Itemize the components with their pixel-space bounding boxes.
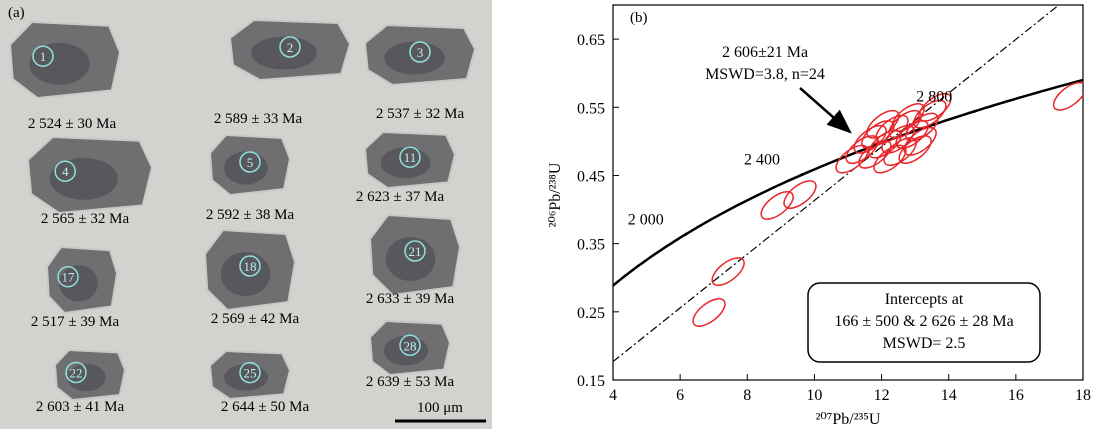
x-tick-label: 6 [676, 387, 684, 404]
annotation: 2 606±21 Ma [722, 44, 808, 61]
spot-marker [239, 361, 261, 384]
grain-age: 2 569 ± 42 Ma [211, 311, 300, 327]
y-axis-label: ²⁰⁶Pb/²³⁸U [547, 162, 564, 227]
spot-id: 25 [244, 366, 257, 381]
grain-age: 2 623 ± 37 Ma [356, 189, 445, 205]
error-ellipse [711, 257, 745, 287]
concordia-tick-label: 2 400 [744, 152, 780, 169]
spot-id: 22 [70, 366, 83, 381]
grain-age: 2 524 ± 30 Ma [28, 116, 117, 132]
error-ellipse [835, 144, 869, 174]
spot-marker [404, 240, 426, 262]
x-tick-label: 16 [1008, 387, 1024, 404]
intercept-text: Intercepts at [885, 291, 964, 308]
grain-age: 2 537 ± 32 Ma [376, 106, 465, 122]
concordia-tick [800, 173, 804, 177]
error-ellipse [866, 109, 900, 139]
spot-id: 2 [287, 40, 294, 55]
error-ellipse [760, 191, 794, 220]
intercept-text: 166 ± 500 & 2 626 ± 28 Ma [834, 313, 1013, 330]
y-tick-label: 0.25 [577, 305, 605, 322]
x-axis-label: ²⁰⁷Pb/²³⁵U [816, 411, 881, 428]
arrow [799, 87, 852, 134]
zircon-core [224, 364, 268, 391]
spot-marker [239, 255, 261, 277]
spot-id: 11 [404, 150, 417, 165]
error-ellipse [1052, 81, 1083, 111]
zircon-core [29, 42, 90, 85]
zircon-core [384, 335, 428, 366]
intercept-text: MSWD= 2.5 [883, 335, 966, 352]
zircon-core [251, 36, 317, 70]
grain-age: 2 565 ± 32 Ma [41, 211, 130, 227]
x-tick-label: 12 [874, 387, 890, 404]
error-ellipse [891, 103, 925, 132]
spot-marker [32, 45, 54, 67]
zircon-core [224, 151, 268, 185]
scale-bar-label: 100 μm [417, 400, 463, 416]
spot-id: 1 [40, 49, 47, 64]
spot-id: 17 [62, 270, 76, 285]
grain-age: 2 639 ± 53 Ma [366, 374, 455, 390]
spot-marker [409, 41, 431, 63]
annotation: MSWD=3.8, n=24 [705, 66, 825, 83]
spot-marker [54, 160, 76, 182]
y-tick-label: 0.45 [577, 168, 605, 185]
y-tick-label: 0.35 [577, 237, 605, 254]
concordia-tick-label: 2 800 [916, 88, 952, 105]
error-ellipse [903, 126, 937, 156]
spot-id: 4 [62, 164, 69, 179]
intercept-box [807, 282, 1041, 363]
concordia-curve [613, 78, 1083, 288]
zircon-core [384, 41, 445, 75]
error-ellipse [875, 114, 909, 144]
spot-id: 5 [247, 155, 254, 170]
spot-marker [239, 151, 261, 173]
concordia-tick [972, 109, 976, 113]
spot-id: 28 [404, 338, 417, 353]
spot-marker [65, 361, 87, 384]
panel-label: (b) [630, 10, 648, 26]
concordia-tick [684, 232, 688, 236]
plot-area [613, 5, 1083, 363]
concordia-tick-label: 2 000 [628, 211, 664, 228]
spot-marker [57, 265, 79, 288]
grain-age: 2 633 ± 39 Ma [366, 291, 455, 307]
spot-marker [279, 36, 301, 58]
grain-age: 2 589 ± 33 Ma [214, 111, 303, 127]
error-ellipse [692, 298, 726, 327]
y-tick-label: 0.65 [577, 32, 605, 49]
zircon-core [59, 265, 98, 302]
error-ellipse [783, 180, 817, 209]
zircon-core [385, 237, 436, 281]
error-ellipse [858, 139, 892, 169]
y-tick-label: 0.15 [577, 373, 605, 390]
panel-label: (a) [8, 5, 25, 21]
spot-id: 18 [244, 259, 257, 274]
x-tick-label: 18 [1075, 387, 1091, 404]
y-tick-label: 0.55 [577, 100, 605, 117]
spot-marker [399, 334, 421, 357]
grain-age: 2 603 ± 41 Ma [36, 399, 125, 415]
zircon-core [49, 157, 118, 200]
spot-marker [399, 146, 421, 168]
grain-age: 2 517 ± 39 Ma [31, 314, 120, 330]
zircon-core [67, 363, 106, 392]
grain-age: 2 592 ± 38 Ma [206, 207, 295, 223]
spot-id: 3 [417, 45, 424, 60]
grain-age: 2 644 ± 50 Ma [221, 399, 310, 415]
x-tick-label: 4 [609, 387, 617, 404]
x-tick-label: 10 [806, 387, 822, 404]
error-ellipse [905, 112, 939, 142]
zircon-core [220, 252, 271, 296]
spot-id: 21 [409, 244, 422, 259]
x-tick-label: 8 [743, 387, 751, 404]
plot-frame [612, 4, 1084, 381]
zircon-core [380, 147, 431, 179]
discordia-line [613, 5, 1060, 363]
x-tick-label: 14 [941, 387, 957, 404]
